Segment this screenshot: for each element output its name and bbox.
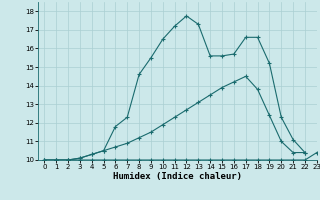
X-axis label: Humidex (Indice chaleur): Humidex (Indice chaleur) <box>113 172 242 181</box>
